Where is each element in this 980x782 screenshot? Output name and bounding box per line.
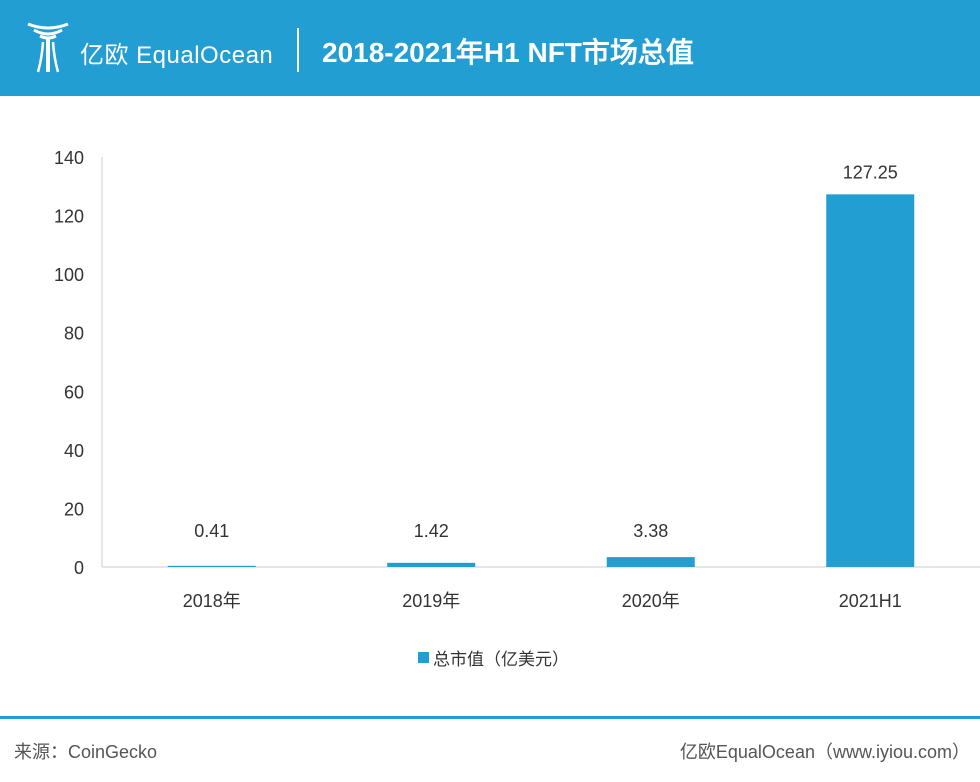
y-tick-label: 60 — [64, 382, 84, 402]
bar-value-label: 1.42 — [414, 521, 449, 541]
y-tick-label: 100 — [54, 265, 84, 285]
bar — [606, 557, 695, 567]
y-tick-label: 0 — [74, 558, 84, 578]
x-category-label: 2019年 — [402, 591, 460, 611]
brand-name: 亿欧 EqualOcean — [80, 42, 274, 69]
y-tick-label: 40 — [64, 441, 84, 461]
bar-value-label: 3.38 — [633, 521, 668, 541]
legend-label: 总市值（亿美元） — [433, 650, 569, 669]
bar — [167, 565, 256, 567]
x-category-label: 2018年 — [183, 591, 241, 611]
header-banner: 亿欧 EqualOcean 2018-2021年H1 NFT市场总值 — [0, 0, 980, 96]
x-category-label: 2021H1 — [839, 591, 902, 611]
y-tick-label: 120 — [54, 207, 84, 227]
credit-note: 亿欧EqualOcean（www.iyiou.com） — [679, 742, 970, 762]
bar — [826, 194, 915, 567]
chart-title: 2018-2021年H1 NFT市场总值 — [322, 37, 694, 68]
bar-value-label: 0.41 — [194, 521, 229, 541]
bar — [387, 562, 476, 567]
legend-swatch — [418, 652, 429, 663]
legend: 总市值（亿美元） — [418, 645, 569, 669]
x-category-label: 2020年 — [622, 591, 680, 611]
header-divider — [297, 28, 299, 72]
footer-rule — [0, 716, 980, 719]
bar-value-label: 127.25 — [843, 162, 898, 182]
y-tick-label: 80 — [64, 324, 84, 344]
y-tick-label: 20 — [64, 499, 84, 519]
source-note: 来源：CoinGecko — [14, 742, 158, 762]
y-tick-label: 140 — [54, 148, 84, 168]
bar-chart: 0 20 40 60 80 100 120 140 0.41 2018年 1.42 2019年 3.3… — [54, 148, 980, 611]
logo-icon — [27, 22, 69, 73]
